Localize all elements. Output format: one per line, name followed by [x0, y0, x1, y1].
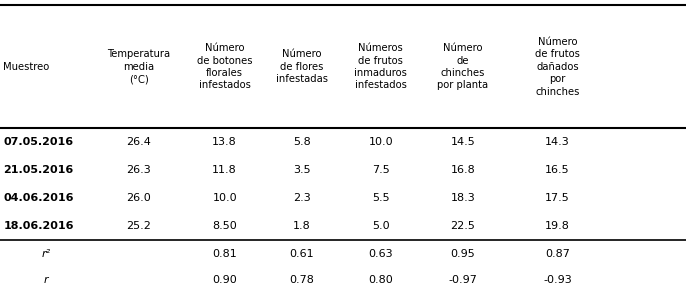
Text: 26.0: 26.0 [126, 193, 152, 203]
Text: 0.63: 0.63 [368, 249, 393, 259]
Text: 7.5: 7.5 [372, 165, 390, 175]
Text: 26.4: 26.4 [126, 137, 152, 147]
Text: 18.3: 18.3 [451, 193, 475, 203]
Text: Número
de flores
infestadas: Número de flores infestadas [276, 49, 328, 84]
Text: 5.0: 5.0 [372, 221, 390, 231]
Text: 0.87: 0.87 [545, 249, 570, 259]
Text: 5.5: 5.5 [372, 193, 390, 203]
Text: Temperatura
media
(°C): Temperatura media (°C) [107, 49, 171, 84]
Text: 0.61: 0.61 [289, 249, 314, 259]
Text: 0.80: 0.80 [368, 275, 393, 283]
Text: 18.06.2016: 18.06.2016 [3, 221, 74, 231]
Text: 07.05.2016: 07.05.2016 [3, 137, 73, 147]
Text: 14.5: 14.5 [451, 137, 475, 147]
Text: 17.5: 17.5 [545, 193, 570, 203]
Text: Números
de frutos
inmaduros
infestados: Números de frutos inmaduros infestados [354, 43, 407, 90]
Text: 0.78: 0.78 [289, 275, 314, 283]
Text: 13.8: 13.8 [212, 137, 237, 147]
Text: 0.90: 0.90 [212, 275, 237, 283]
Text: Número
de
chinches
por planta: Número de chinches por planta [438, 43, 488, 90]
Text: 8.50: 8.50 [212, 221, 237, 231]
Text: 25.2: 25.2 [126, 221, 152, 231]
Text: 5.8: 5.8 [293, 137, 311, 147]
Text: 3.5: 3.5 [293, 165, 311, 175]
Text: 1.8: 1.8 [293, 221, 311, 231]
Text: 21.05.2016: 21.05.2016 [3, 165, 73, 175]
Text: 10.0: 10.0 [368, 137, 393, 147]
Text: 2.3: 2.3 [293, 193, 311, 203]
Text: -0.97: -0.97 [449, 275, 477, 283]
Text: 22.5: 22.5 [451, 221, 475, 231]
Text: 19.8: 19.8 [545, 221, 570, 231]
Text: 10.0: 10.0 [213, 193, 237, 203]
Text: 0.95: 0.95 [451, 249, 475, 259]
Text: 0.81: 0.81 [212, 249, 237, 259]
Text: Muestreo: Muestreo [3, 62, 49, 72]
Text: 04.06.2016: 04.06.2016 [3, 193, 74, 203]
Text: 16.5: 16.5 [545, 165, 569, 175]
Text: Número
de botones
florales
infestados: Número de botones florales infestados [197, 43, 252, 90]
Text: 11.8: 11.8 [212, 165, 237, 175]
Text: r²: r² [42, 249, 51, 259]
Text: 14.3: 14.3 [545, 137, 570, 147]
Text: -0.93: -0.93 [543, 275, 571, 283]
Text: Número
de frutos
dañados
por
chinches: Número de frutos dañados por chinches [535, 37, 580, 97]
Text: 16.8: 16.8 [451, 165, 475, 175]
Text: 26.3: 26.3 [126, 165, 152, 175]
Text: r: r [44, 275, 49, 283]
